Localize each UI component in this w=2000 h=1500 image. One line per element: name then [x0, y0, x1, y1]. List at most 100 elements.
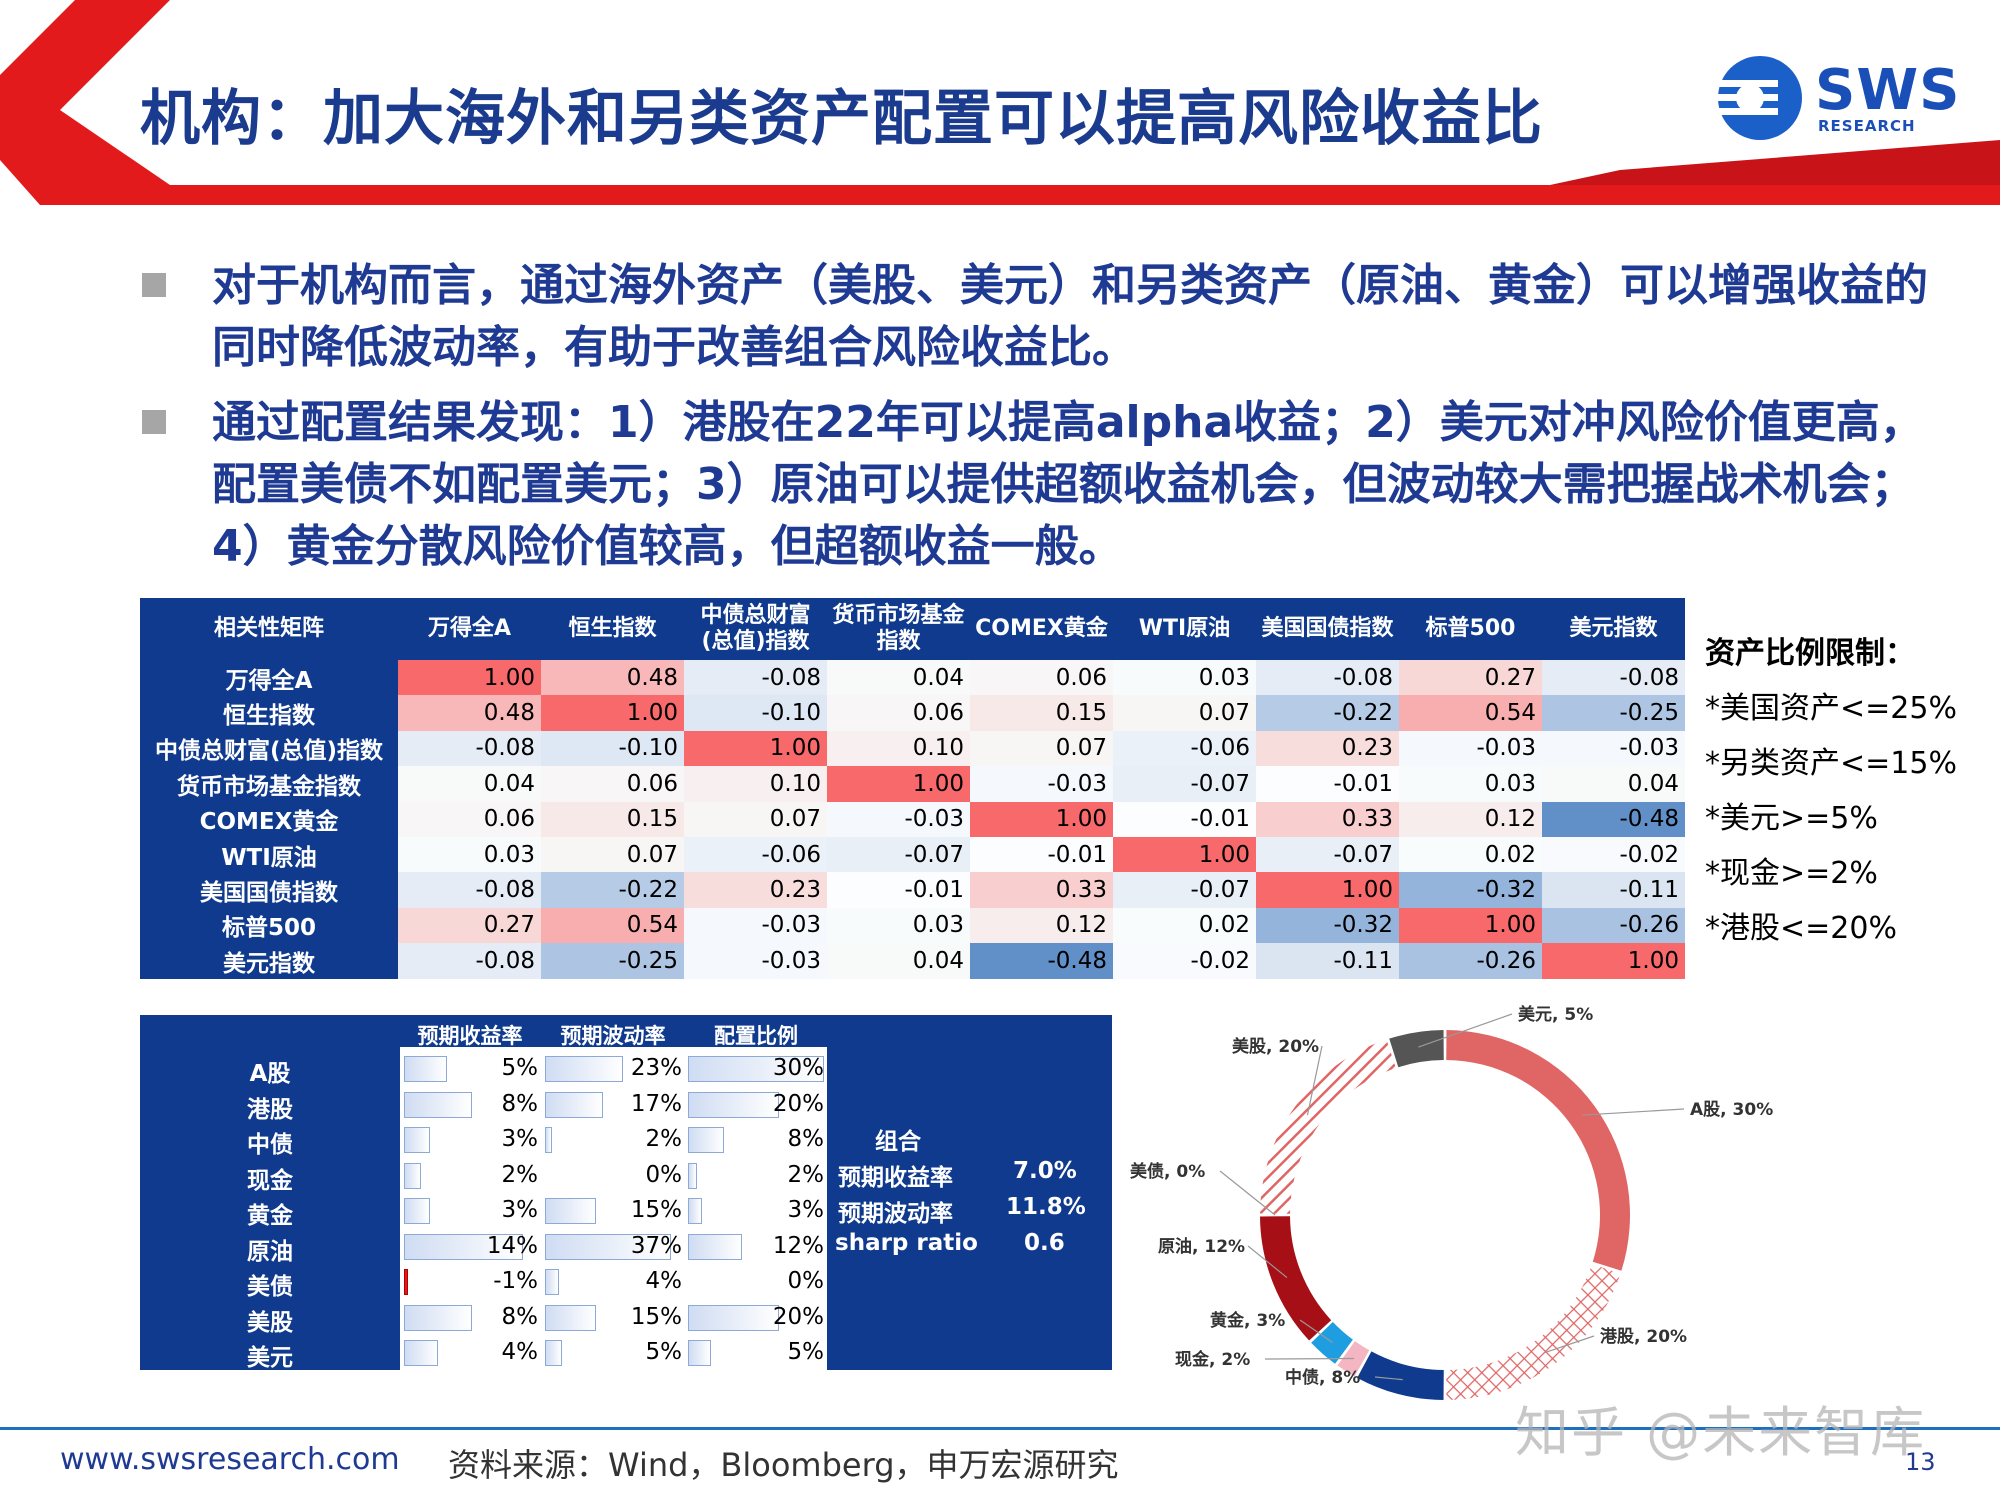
matrix-cell: -0.32 [1399, 872, 1542, 908]
matrix-cell: 0.27 [398, 907, 541, 944]
header-weight: 配置比例 [714, 1024, 798, 1048]
allocation-value: 3% [501, 1197, 539, 1223]
matrix-cell: 0.10 [684, 766, 827, 802]
allocation-value: 3% [787, 1197, 825, 1223]
matrix-column-header: WTI原油 [1113, 598, 1256, 660]
bullet-text: 通过配置结果发现：1）港股在22年可以提高alpha收益；2）美元对冲风险价值更… [212, 397, 1924, 572]
matrix-cell: 1.00 [1113, 836, 1256, 873]
allocation-data-bar [688, 1304, 779, 1331]
matrix-cell: -0.01 [1256, 766, 1399, 802]
matrix-cell: -0.22 [541, 872, 684, 908]
allocation-row-label: 黄金 [247, 1203, 293, 1229]
allocation-data-bar [404, 1091, 472, 1118]
matrix-row: 货币市场基金指数 0.04 0.06 0.10 1.00 -0.03 -0.07 -0.01 0… [140, 766, 1685, 802]
matrix-cell: -0.48 [1542, 801, 1685, 837]
allocation-row-label: 原油 [247, 1238, 293, 1265]
bullet-2: 通过配置结果发现：1）港股在22年可以提高alpha收益；2）美元对冲风险价值更… [140, 392, 1930, 582]
matrix-cell: -0.10 [684, 695, 827, 731]
allocation-value: 4% [501, 1339, 539, 1365]
matrix-row-header: COMEX黄金 [140, 801, 398, 837]
constraint-item: *美国资产<=25% [1705, 691, 1957, 726]
bullet-square-icon [142, 273, 166, 297]
matrix-cell: 0.04 [827, 660, 970, 696]
matrix-cell: -0.03 [1399, 730, 1542, 767]
donut-label: 中债, 8% [1285, 1367, 1360, 1388]
matrix-cell: -0.22 [1256, 695, 1399, 731]
matrix-cell: -0.26 [1542, 907, 1685, 944]
donut-slice-4 [1311, 1322, 1353, 1364]
footer-website-link[interactable]: www.swsresearch.com [60, 1442, 400, 1477]
matrix-row: COMEX黄金 0.06 0.15 0.07 -0.03 1.00 -0.01 0.33 0.1… [140, 801, 1685, 837]
matrix-cell: 1.00 [684, 730, 827, 767]
matrix-cell: -0.25 [541, 943, 684, 979]
allocation-data-bar [545, 1091, 603, 1118]
matrix-cell: 0.02 [1113, 907, 1256, 944]
matrix-cell: 1.00 [541, 695, 684, 731]
matrix-cell: -0.08 [398, 943, 541, 979]
matrix-cell: 0.54 [541, 907, 684, 944]
matrix-cell: 1.00 [1399, 907, 1542, 944]
matrix-cell: 0.12 [970, 907, 1113, 944]
allocation-data-bar [545, 1056, 624, 1082]
constraint-item: *另类资产<=15% [1705, 746, 1957, 781]
matrix-column-header: 恒生指数 [541, 598, 684, 660]
donut-leader-line [1299, 1319, 1333, 1344]
allocation-value: 3% [501, 1126, 539, 1152]
donut-leader-line [1582, 1108, 1685, 1116]
combo-sr-value: 0.6 [1024, 1230, 1065, 1256]
logo-text: SWS [1815, 58, 1961, 123]
donut-leader-line [1418, 1013, 1513, 1048]
allocation-row-label: 美股 [247, 1309, 293, 1336]
allocation-data-bar [545, 1304, 596, 1331]
matrix-cell: -0.06 [684, 836, 827, 873]
matrix-cell: -0.26 [1399, 943, 1542, 979]
matrix-cell: -0.08 [398, 730, 541, 767]
matrix-cell: -0.10 [541, 730, 684, 767]
matrix-column-header: 中债总财富(总值)指数 [684, 598, 827, 660]
constraints-title: 资产比例限制： [1705, 636, 1915, 671]
allocation-value: 15% [630, 1303, 682, 1330]
matrix-cell: 0.06 [970, 660, 1113, 696]
combo-title: 组合 [875, 1129, 921, 1155]
allocation-data-bar [688, 1162, 698, 1189]
bullet-1: 对于机构而言，通过海外资产（美股、美元）和另类资产（原油、黄金）可以增强收益的同… [140, 255, 1930, 385]
matrix-cell: 0.06 [398, 801, 541, 837]
matrix-column-header: 万得全A [398, 598, 541, 660]
matrix-cell: 1.00 [970, 801, 1113, 837]
matrix-cell: -0.07 [827, 836, 970, 873]
matrix-column-header: 货币市场基金指数 [827, 598, 970, 660]
matrix-cell: 0.54 [1399, 695, 1542, 731]
matrix-cell: 0.03 [398, 836, 541, 873]
allocation-data-bar [404, 1056, 447, 1082]
matrix-cell: 0.03 [1399, 766, 1542, 802]
allocation-value: 23% [630, 1055, 682, 1081]
sws-logo-icon [1718, 56, 1802, 140]
allocation-value: 8% [501, 1090, 539, 1117]
matrix-cell: -0.03 [1542, 730, 1685, 767]
bullet-text: 对于机构而言，通过海外资产（美股、美元）和另类资产（原油、黄金）可以增强收益的同… [212, 260, 1928, 373]
allocation-value: 2% [501, 1161, 539, 1188]
allocation-value: 4% [645, 1268, 683, 1294]
allocation-data-bar [404, 1233, 523, 1260]
allocation-value: 30% [772, 1055, 824, 1081]
matrix-cell: 0.03 [1113, 660, 1256, 696]
matrix-row-header: 货币市场基金指数 [140, 766, 398, 802]
matrix-row: 恒生指数 0.48 1.00 -0.10 0.06 0.15 0.07 -0.22 0.54 -0… [140, 695, 1685, 731]
matrix-row: 标普500 0.27 0.54 -0.03 0.03 0.12 0.02 -0.32 1.00-… [140, 907, 1685, 944]
allocation-data-bar [688, 1127, 725, 1153]
matrix-cell: 0.27 [1399, 660, 1542, 696]
donut-leader-line [1247, 1245, 1288, 1279]
allocation-data-bar [404, 1304, 472, 1331]
correlation-matrix: 相关性矩阵 万得全A 恒生指数 中债总财富(总值)指数 货币市场基金指数 COMEX黄金 W… [140, 598, 1685, 979]
matrix-cell: 0.04 [1542, 766, 1685, 802]
donut-leader-line [1219, 1170, 1276, 1216]
donut-label: 美股, 20% [1232, 1036, 1319, 1057]
header-banner [0, 0, 2000, 205]
matrix-cell: -0.03 [827, 801, 970, 837]
matrix-cell: 0.48 [398, 695, 541, 731]
matrix-cell: 0.03 [827, 907, 970, 944]
allocation-data-bar [404, 1198, 430, 1224]
allocation-value: 20% [772, 1303, 824, 1330]
matrix-cell: -0.01 [1113, 801, 1256, 837]
allocation-value: 17% [630, 1090, 682, 1117]
